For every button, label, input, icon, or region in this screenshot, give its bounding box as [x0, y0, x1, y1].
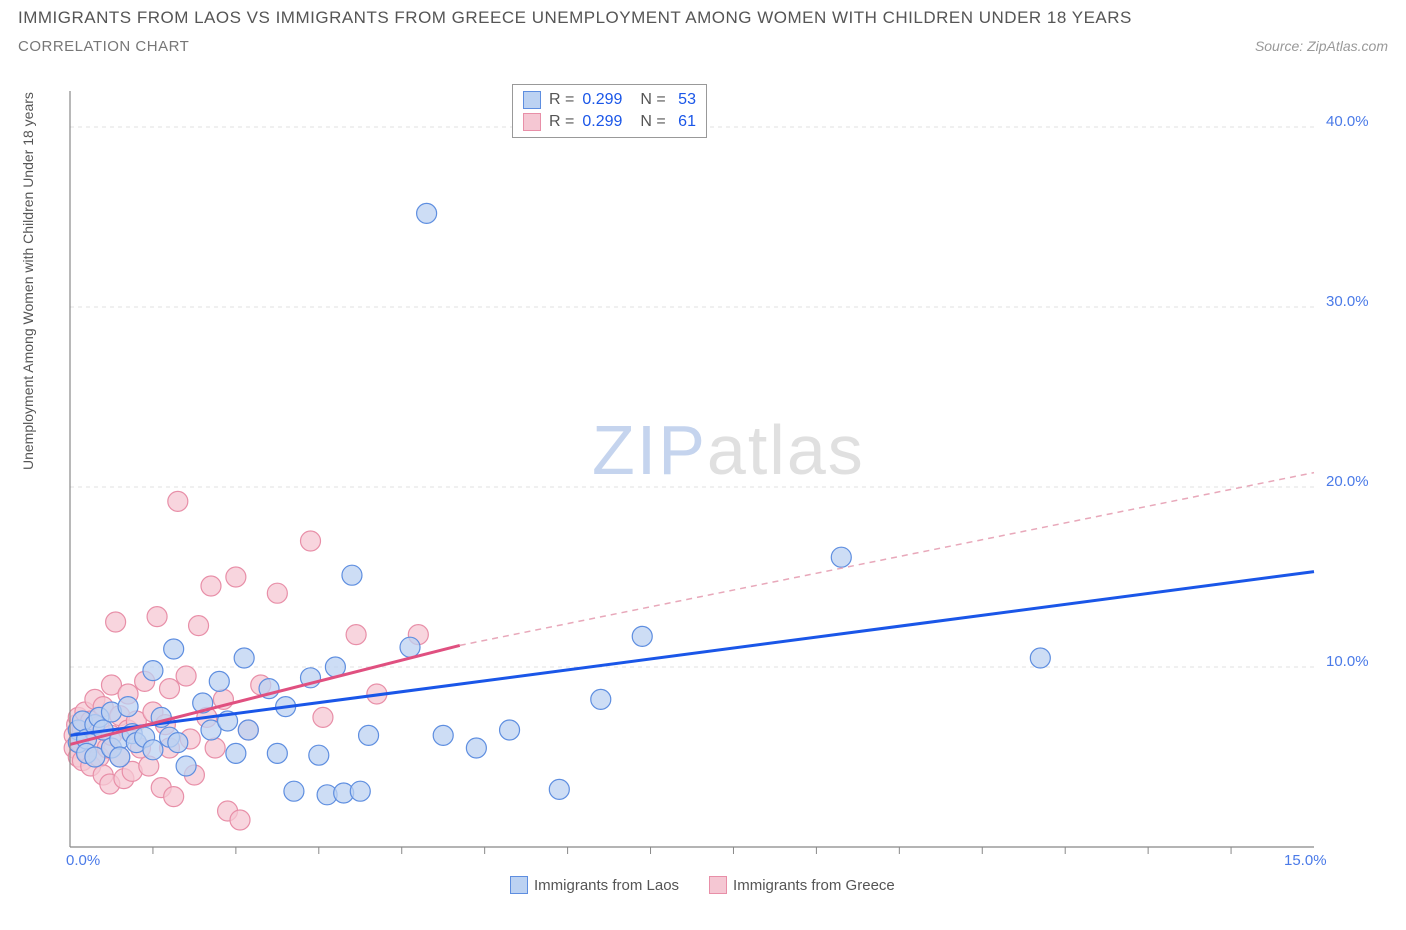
legend-item: Immigrants from Greece	[709, 876, 895, 894]
chart-title: IMMIGRANTS FROM LAOS VS IMMIGRANTS FROM …	[18, 8, 1388, 28]
stat-r-value: 0.299	[582, 91, 622, 109]
stat-r-value: 0.299	[582, 113, 622, 131]
x-tick-label: 15.0%	[1284, 852, 1327, 869]
y-tick-label: 20.0%	[1326, 473, 1369, 490]
stat-n-label: N =	[640, 113, 665, 131]
series-swatch	[709, 876, 727, 894]
y-tick-label: 40.0%	[1326, 113, 1369, 130]
stat-n-value: 53	[674, 91, 696, 109]
title-area: IMMIGRANTS FROM LAOS VS IMMIGRANTS FROM …	[0, 0, 1406, 55]
chart-area: ZIPatlas R =0.299N = 53R =0.299N = 61 Im…	[62, 80, 1382, 880]
series-swatch	[510, 876, 528, 894]
y-tick-label: 10.0%	[1326, 653, 1369, 670]
stat-n-label: N =	[640, 91, 665, 109]
stats-row: R = 0.299 N = 61	[523, 111, 696, 133]
series-swatch	[523, 91, 541, 109]
stat-r-label: R =	[549, 91, 574, 109]
stats-box: R = 0.299 N = 53 R = 0.299 N = 61	[512, 84, 707, 138]
source-name: ZipAtlas.com	[1307, 38, 1388, 54]
legend-label: Immigrants from Greece	[733, 877, 895, 894]
y-tick-label: 30.0%	[1326, 293, 1369, 310]
stats-row: R = 0.299 N = 53	[523, 89, 696, 111]
legend-item: Immigrants from Laos	[510, 876, 679, 894]
chart-subtitle: CORRELATION CHART	[18, 38, 189, 55]
y-axis-label: Unemployment Among Women with Children U…	[20, 92, 36, 470]
x-tick-label: 0.0%	[66, 852, 100, 869]
legend-label: Immigrants from Laos	[534, 877, 679, 894]
series-swatch	[523, 113, 541, 131]
stat-r-label: R =	[549, 113, 574, 131]
scatter-plot	[62, 80, 1382, 880]
stat-n-value: 61	[674, 113, 696, 131]
legend-bottom: Immigrants from Laos Immigrants from Gree…	[510, 876, 895, 894]
subtitle-row: CORRELATION CHART Source: ZipAtlas.com	[18, 38, 1388, 55]
source-prefix: Source:	[1255, 38, 1307, 54]
source-label: Source: ZipAtlas.com	[1255, 38, 1388, 54]
